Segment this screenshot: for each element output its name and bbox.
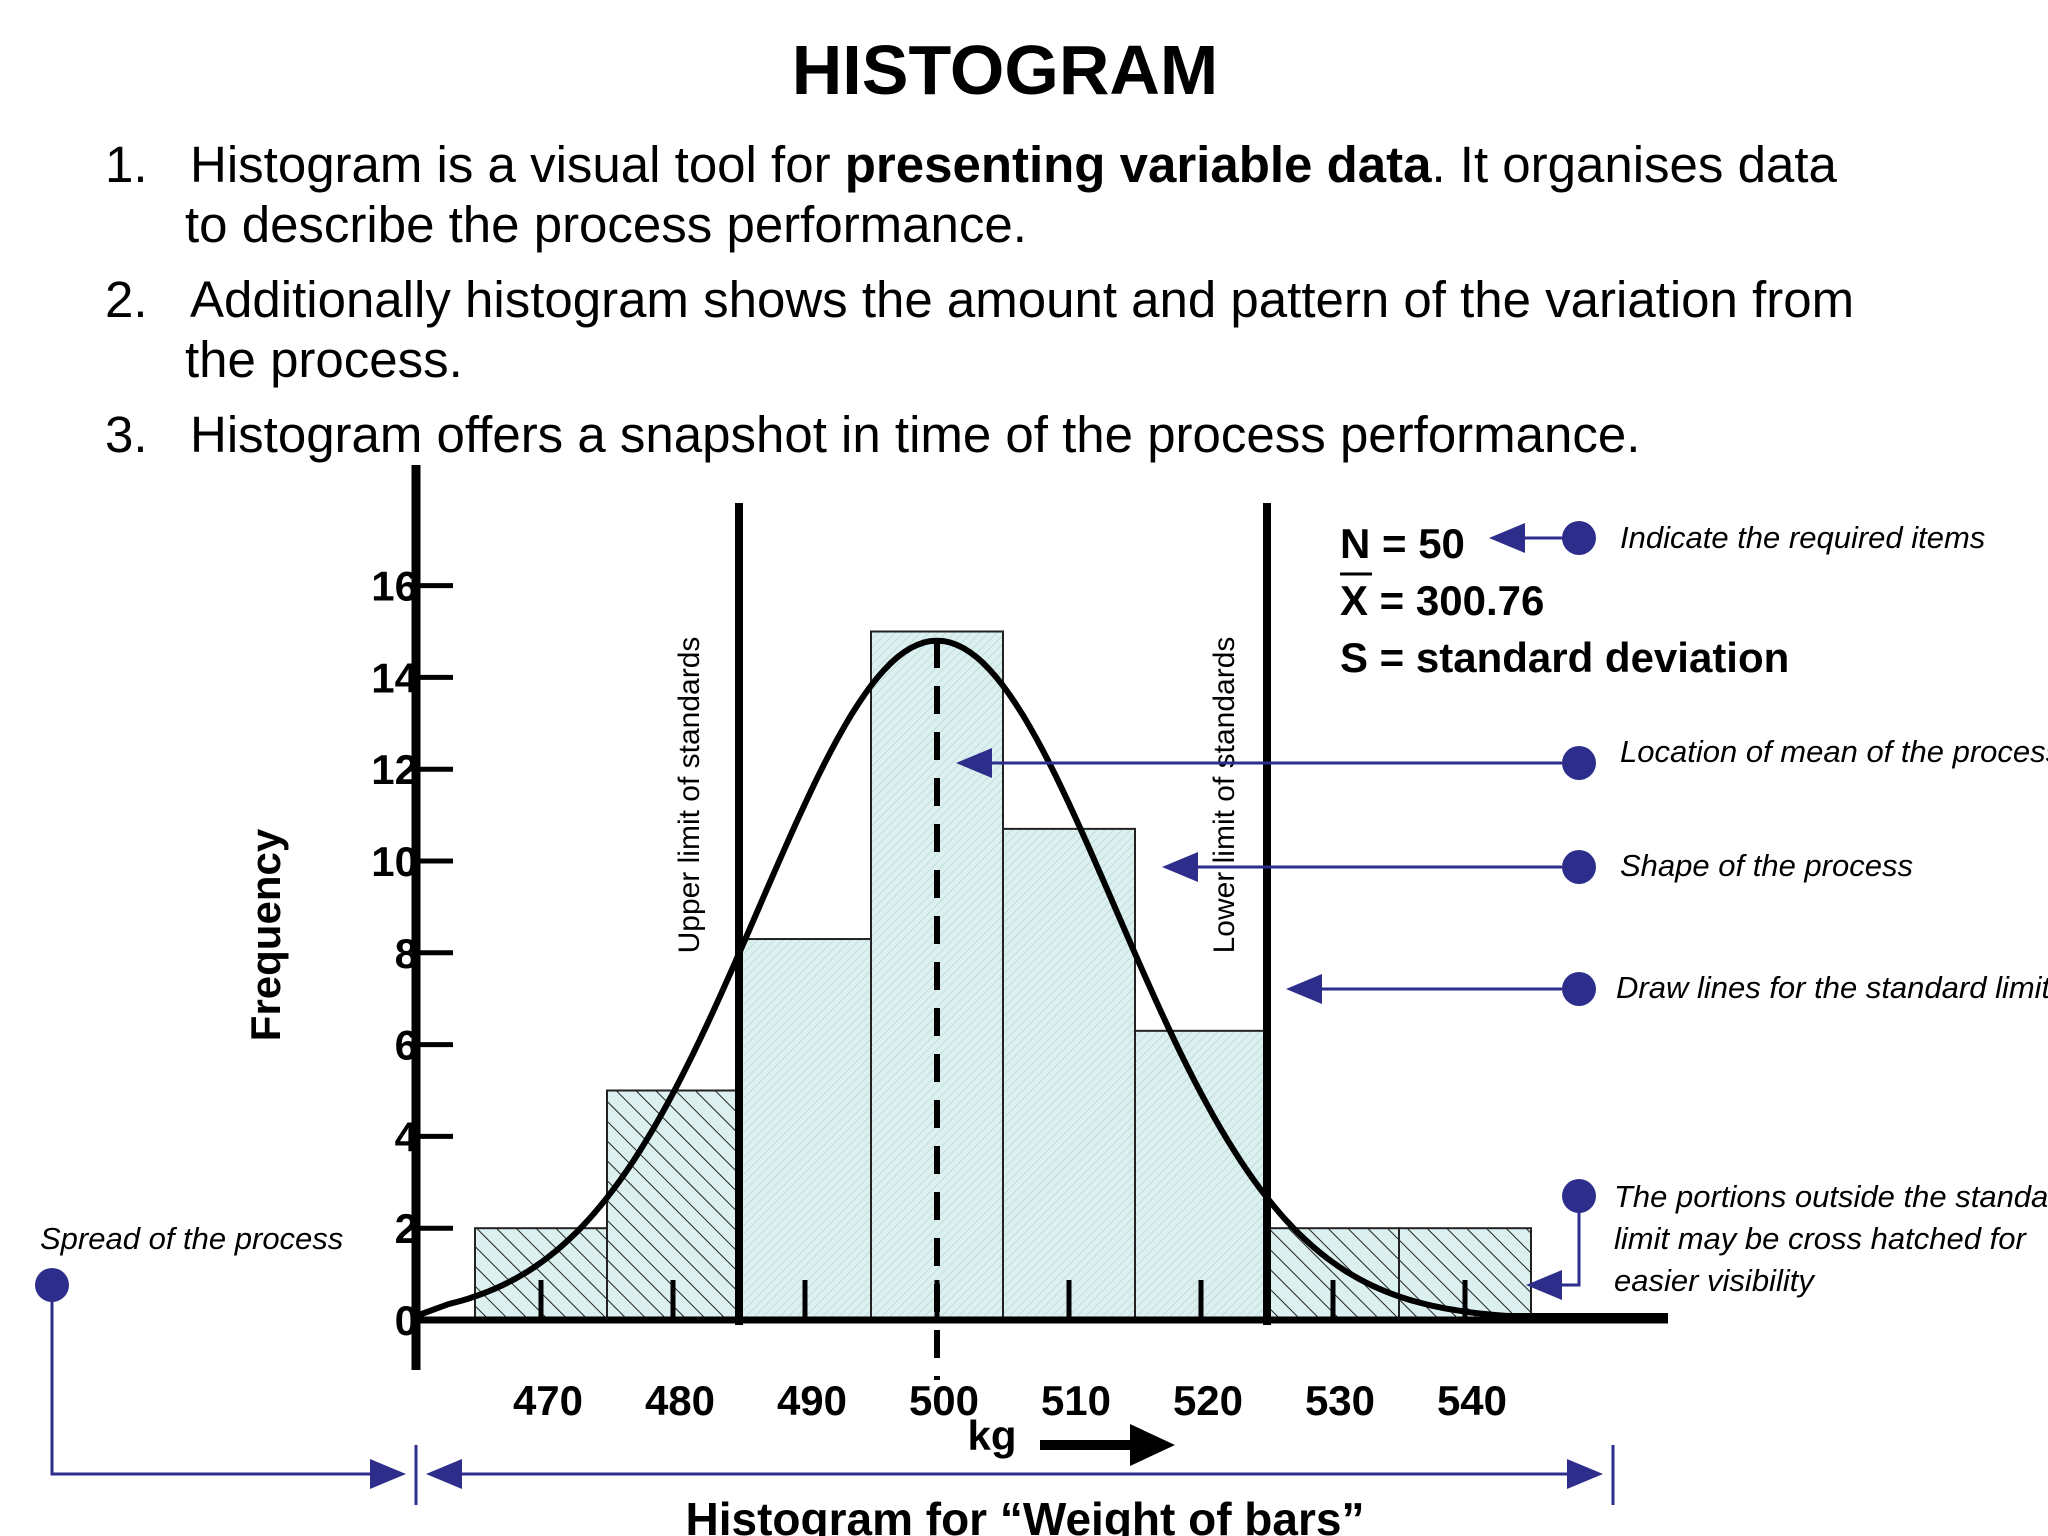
point-text: Histogram offers a snapshot in time of t… xyxy=(190,406,1641,463)
point-text: Additionally histogram shows the amount … xyxy=(190,271,1855,328)
stat-s: S = standard deviation xyxy=(1340,634,1789,681)
annotation-shape: Shape of the process xyxy=(1162,848,1913,884)
annotation-bullet xyxy=(1562,1179,1596,1213)
point-text: Histogram is a visual tool for presentin… xyxy=(190,135,1990,195)
y-axis-label: Frequency xyxy=(242,828,289,1041)
point-number: 2. xyxy=(105,271,148,328)
annotation-text: Shape of the process xyxy=(1620,848,1913,883)
x-tick-label-540: 540 xyxy=(1437,1377,1507,1424)
annotation-text: Draw lines for the standard limits xyxy=(1616,970,2048,1005)
x-axis-label: kg xyxy=(967,1412,1016,1459)
point-number: 1. xyxy=(105,136,148,193)
point-text-part: Histogram is a visual tool for xyxy=(190,136,845,193)
annotation-text: Spread of the process xyxy=(40,1221,343,1256)
annotation-bullet xyxy=(1562,972,1596,1006)
annotation-outside-limits: The portions outside the standard limit … xyxy=(1526,1179,2048,1300)
annotation-bullet xyxy=(1562,746,1596,780)
x-tick-label-490: 490 xyxy=(777,1377,847,1424)
x-axis-arrow xyxy=(1040,1424,1175,1466)
y-tick-label-16: 16 xyxy=(371,563,418,610)
y-tick-label-10: 10 xyxy=(371,838,418,885)
annotation-bullet xyxy=(1562,521,1596,555)
x-tick-label-530: 530 xyxy=(1305,1377,1375,1424)
point-text-continued: the process. xyxy=(185,331,463,388)
point-number: 3. xyxy=(105,406,148,463)
annotation-standard-limits: Draw lines for the standard limits xyxy=(1286,970,2048,1006)
annotation-required-items: Indicate the required items xyxy=(1489,520,1985,555)
x-tick-label-500: 500 xyxy=(909,1377,979,1424)
point-text-part: . It organises data xyxy=(1431,136,1837,193)
annotation-bullet xyxy=(1562,850,1596,884)
point-text-bold: presenting variable data xyxy=(844,136,1432,193)
histogram-bar-510 xyxy=(1002,827,1136,1321)
histogram-bar-490 xyxy=(738,938,872,1322)
annotation-text: The portions outside the standard xyxy=(1614,1179,2048,1214)
x-tick-labels: 470 480 490 500 510 520 530 540 xyxy=(513,1377,1507,1424)
normal-curve xyxy=(414,637,1668,1319)
chart-title: Histogram for “Weight of bars” xyxy=(686,1493,1365,1536)
x-tick-label-480: 480 xyxy=(645,1377,715,1424)
x-tick-label-510: 510 xyxy=(1041,1377,1111,1424)
annotation-text: Indicate the required items xyxy=(1620,520,1985,555)
y-tick-label-14: 14 xyxy=(371,654,418,701)
annotation-mean-location: Location of mean of the process xyxy=(956,734,2048,780)
point-text-continued: to describe the process performance. xyxy=(185,196,1027,253)
page-title: HISTOGRAM xyxy=(791,31,1219,109)
stat-n: N = 50 xyxy=(1340,520,1465,567)
histogram-bar-520 xyxy=(1134,1029,1268,1321)
annotation-bullet xyxy=(35,1268,69,1302)
x-tick-label-520: 520 xyxy=(1173,1377,1243,1424)
annotation-text: limit may be cross hatched for xyxy=(1614,1221,2027,1256)
stat-xbar: X = 300.76 xyxy=(1340,577,1544,624)
annotation-text: Location of mean of the process xyxy=(1620,734,2048,769)
annotation-text: easier visibility xyxy=(1614,1263,1816,1298)
x-tick-label-470: 470 xyxy=(513,1377,583,1424)
lower-limit-label: Lower limit of standards xyxy=(1208,637,1241,954)
annotation-spread: Spread of the process xyxy=(35,1221,1615,1505)
histogram-bars xyxy=(474,630,1532,1322)
upper-limit-label: Upper limit of standards xyxy=(673,637,706,954)
y-tick-label-12: 12 xyxy=(371,746,418,793)
